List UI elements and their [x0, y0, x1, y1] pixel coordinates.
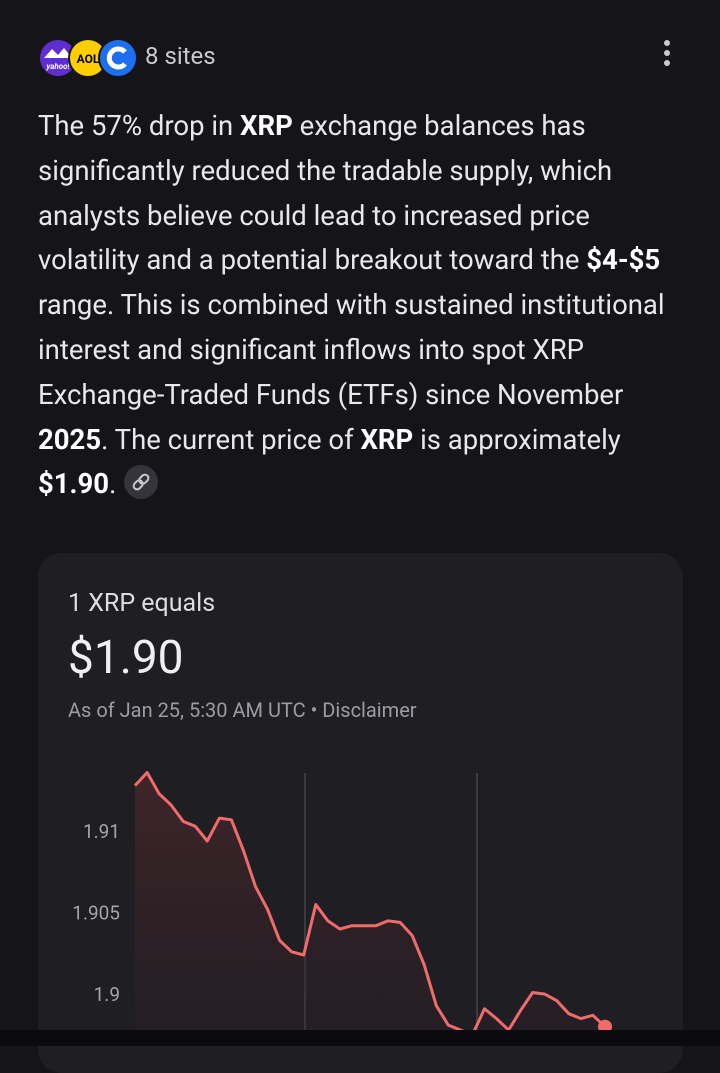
answer-run: XRP — [240, 109, 293, 142]
answer-run: . The current price of — [101, 422, 361, 456]
answer-run: range. This is combined with sustained i… — [38, 288, 665, 411]
chart: 1.9 1.905 1.91 — [72, 771, 612, 1030]
logo-text: yahoo! — [45, 62, 70, 71]
citation-link[interactable] — [124, 465, 159, 500]
answer-run: $1.90 — [38, 467, 110, 501]
logo-text: AOL — [77, 52, 100, 66]
price: $1.90 — [68, 631, 184, 685]
bottom-bar — [0, 1030, 720, 1046]
as-of: As of Jan 25, 5:30 AM UTC • Disclaimer — [68, 698, 417, 722]
logo-art: AOL — [77, 52, 100, 66]
y-tick-label: 1.91 — [83, 820, 120, 843]
timestamp: As of Jan 25, 5:30 AM UTC — [68, 698, 306, 722]
last-point — [598, 1019, 612, 1030]
menu-button[interactable] — [662, 40, 672, 70]
price-line — [133, 771, 607, 1030]
y-tick-label: 1.9 — [94, 983, 120, 1006]
site-logo — [98, 38, 138, 78]
plot — [133, 771, 612, 1030]
answer-text: The 57% drop in XRP exchange balances ha… — [38, 104, 688, 507]
logo-art — [106, 46, 127, 70]
y-tick-label: 1.905 — [72, 902, 120, 925]
answer-run: The 57% drop in — [38, 109, 241, 142]
sources[interactable]: yahoo! AOL 8 sites — [38, 36, 682, 78]
disclaimer-link[interactable]: Disclaimer — [322, 698, 417, 722]
separator: • — [310, 698, 318, 722]
sites-count: 8 sites — [145, 42, 216, 70]
card-heading: 1 XRP equals — [68, 589, 216, 618]
answer-run: . — [109, 467, 117, 501]
answer-run: is approximately — [413, 422, 621, 456]
logo-art: yahoo! — [44, 48, 72, 71]
answer-run: 2025 — [38, 422, 102, 456]
answer-run: exchange balances has significantly redu… — [38, 109, 613, 277]
page: {"sources": {"logos": ["yahoo!", "AOL"],… — [0, 36, 720, 1046]
answer-run: $4-$5 — [586, 243, 661, 277]
answer-run: XRP — [360, 422, 414, 456]
price-area — [135, 772, 605, 1030]
